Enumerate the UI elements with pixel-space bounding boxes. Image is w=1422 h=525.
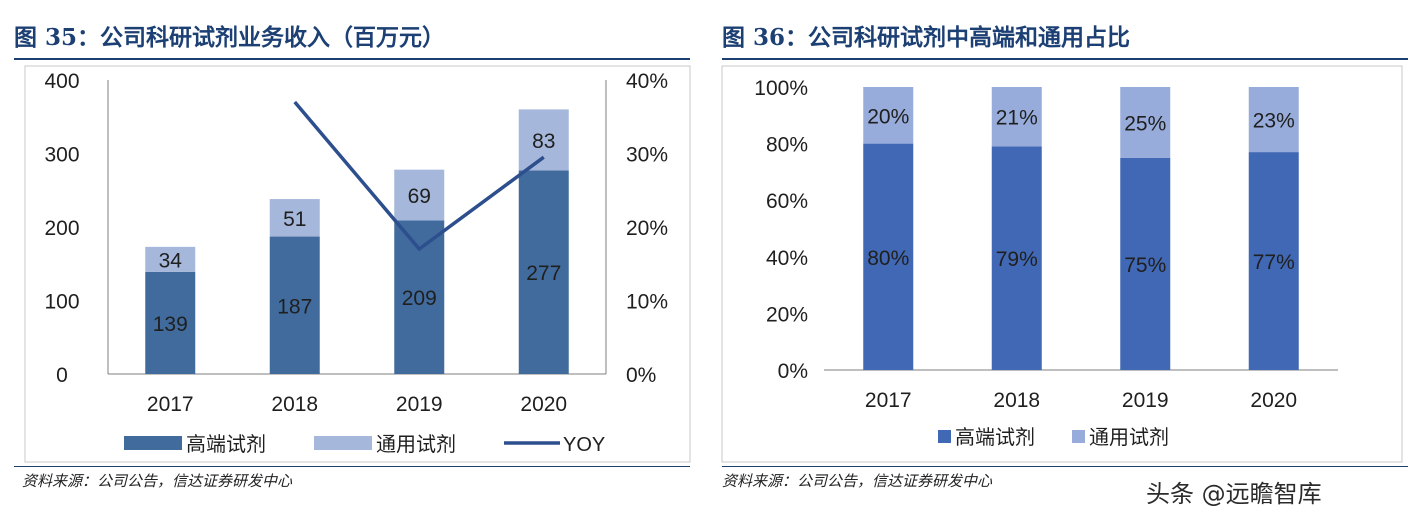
bar-general xyxy=(394,169,445,221)
y2-tick-label: 10% xyxy=(626,291,668,314)
x-tick-label: 2019 xyxy=(1122,389,1169,412)
bar-label-general: 23% xyxy=(1253,110,1295,133)
bar-general xyxy=(991,87,1042,147)
chart-frame xyxy=(24,65,691,463)
source-divider xyxy=(14,466,690,467)
bar-label-high-end: 80% xyxy=(867,247,909,270)
bar-label-general: 21% xyxy=(996,107,1038,130)
bar-label-high-end: 139 xyxy=(153,313,188,336)
share-chart: 0% 20% 40% 60% 80% 100% 80% 20% 2017 79% 21% 2018 75… xyxy=(721,65,1403,463)
source-divider xyxy=(722,466,1408,467)
figure-35-title: 图 35：公司科研试剂业务收入（百万元） xyxy=(14,24,446,51)
y2-tick-label: 20% xyxy=(626,217,668,240)
bar-high-end xyxy=(1120,157,1171,370)
legend-swatch-general xyxy=(314,436,372,450)
legend-label-general: 通用试剂 xyxy=(376,433,456,456)
revenue-chart: 0 100 200 300 400 0% 10% 20% 30% 40% 139 34 2017 187 5… xyxy=(24,65,691,463)
y-tick-label: 40% xyxy=(766,247,808,270)
y-tick-label: 60% xyxy=(766,190,808,213)
bar-general xyxy=(518,109,569,171)
watermark: 头条 @远瞻智库 xyxy=(1146,480,1322,508)
bar-label-high-end: 187 xyxy=(277,295,312,318)
y2-tick-label: 0% xyxy=(626,364,656,387)
x-tick-label: 2019 xyxy=(396,393,443,416)
legend-label-yoy: YOY xyxy=(563,434,605,456)
figure-36-panel: 图 36：公司科研试剂中高端和通用占比 0% 20% 40% 60% 80% 100% 80… xyxy=(712,0,1422,525)
figure-35-source: 资料来源：公司公告，信达证券研发中心 xyxy=(22,472,293,490)
legend-label-high-end: 高端试剂 xyxy=(955,426,1035,449)
title-divider xyxy=(722,58,1408,60)
bar-high-end xyxy=(991,146,1042,370)
y-tick-label: 400 xyxy=(44,70,79,93)
y-tick-label: 20% xyxy=(766,303,808,326)
title-divider xyxy=(14,58,690,60)
bar-high-end xyxy=(145,271,196,374)
y-tick-label: 100 xyxy=(44,291,79,314)
y-tick-label: 80% xyxy=(766,134,808,157)
chart-frame xyxy=(721,65,1403,463)
legend-label-general: 通用试剂 xyxy=(1089,426,1169,449)
x-tick-label: 2017 xyxy=(865,389,912,412)
bar-label-general: 69 xyxy=(408,185,431,208)
yoy-line xyxy=(293,100,545,252)
bar-label-high-end: 77% xyxy=(1253,251,1295,274)
bar-label-high-end: 79% xyxy=(996,248,1038,271)
bar-high-end xyxy=(1248,152,1299,370)
figure-36-source: 资料来源：公司公告，信达证券研发中心 xyxy=(722,472,993,490)
x-tick-label: 2020 xyxy=(520,393,567,416)
x-tick-label: 2018 xyxy=(271,393,318,416)
y-tick-label: 0% xyxy=(778,360,808,383)
y-tick-label: 200 xyxy=(44,217,79,240)
bar-label-general: 34 xyxy=(159,249,183,272)
bar-general xyxy=(1120,87,1171,158)
y-tick-label: 0 xyxy=(56,364,68,387)
bar-label-general: 51 xyxy=(283,208,306,231)
figure-36-title: 图 36：公司科研试剂中高端和通用占比 xyxy=(722,24,1131,51)
y-tick-label: 300 xyxy=(44,144,79,167)
bar-high-end xyxy=(518,170,569,374)
bar-label-high-end: 209 xyxy=(402,287,437,310)
x-tick-label: 2020 xyxy=(1250,389,1297,412)
figure-35-panel: 图 35：公司科研试剂业务收入（百万元） 0 100 200 300 400 0% 10% 2… xyxy=(0,0,700,525)
y-tick-label: 100% xyxy=(754,77,808,100)
legend-swatch-general xyxy=(1072,430,1085,443)
legend-swatch-high-end xyxy=(124,436,182,450)
bar-high-end xyxy=(394,220,445,374)
legend-swatch-high-end xyxy=(938,430,951,443)
legend-label-high-end: 高端试剂 xyxy=(186,433,266,456)
bar-label-high-end: 75% xyxy=(1124,254,1166,277)
bar-label-general: 83 xyxy=(532,130,555,153)
bar-label-general: 20% xyxy=(867,105,909,128)
bar-general xyxy=(1248,87,1299,153)
bar-general xyxy=(863,87,914,144)
bar-label-high-end: 277 xyxy=(526,262,561,285)
y2-tick-label: 30% xyxy=(626,144,668,167)
bar-label-general: 25% xyxy=(1124,112,1166,135)
x-tick-label: 2017 xyxy=(147,393,194,416)
bar-high-end xyxy=(863,143,914,370)
bar-high-end xyxy=(269,236,320,374)
y2-tick-label: 40% xyxy=(626,70,668,93)
bar-general xyxy=(269,199,320,237)
x-tick-label: 2018 xyxy=(993,389,1040,412)
bar-general xyxy=(145,246,196,272)
